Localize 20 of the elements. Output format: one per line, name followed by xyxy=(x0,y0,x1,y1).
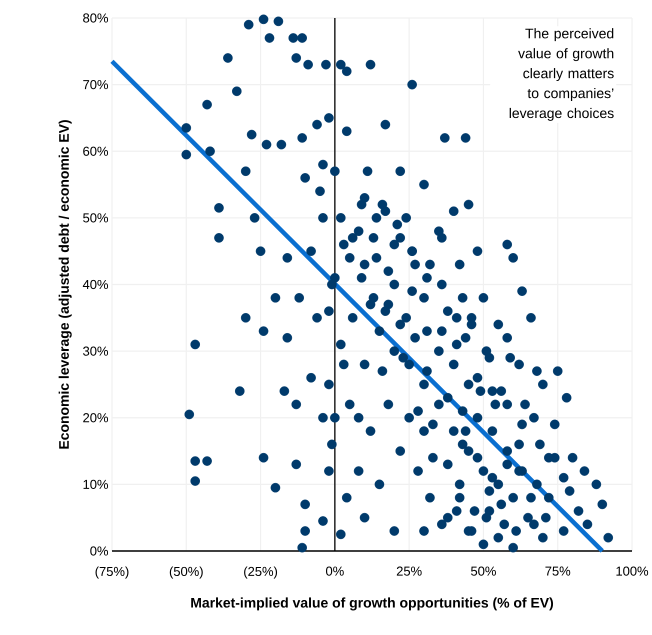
x-tick-label: 100% xyxy=(616,566,648,576)
x-tick-label: 75% xyxy=(545,566,570,576)
x-tick-label: 0% xyxy=(326,566,344,576)
y-tick-label: 0% xyxy=(90,546,108,556)
y-tick-label: 30% xyxy=(83,346,108,356)
y-tick-label: 60% xyxy=(83,146,108,156)
x-tick-label: (50%) xyxy=(170,566,203,579)
y-tick-label: 70% xyxy=(83,80,108,90)
x-tick-label: 50% xyxy=(470,566,496,576)
y-tick-label: 10% xyxy=(84,480,108,489)
y-tick-label: 40% xyxy=(82,280,108,290)
y-tick-label: 20% xyxy=(83,413,108,422)
x-tick-label: 25% xyxy=(396,566,422,576)
x-tick-label: (25%) xyxy=(244,566,278,579)
x-tick-label: (75%) xyxy=(96,566,128,579)
x-axis-title: Market-implied value of growth opportunities (% of EV) xyxy=(191,597,554,610)
y-tick-label: 80% xyxy=(83,13,108,23)
y-axis-title: Economic leverage (adjusted debt / economic EV) xyxy=(58,120,72,449)
y-tick-label: 50% xyxy=(83,213,108,222)
annotation: The perceived value of growth clearly matters to companies’ leverage choices xyxy=(510,28,614,121)
